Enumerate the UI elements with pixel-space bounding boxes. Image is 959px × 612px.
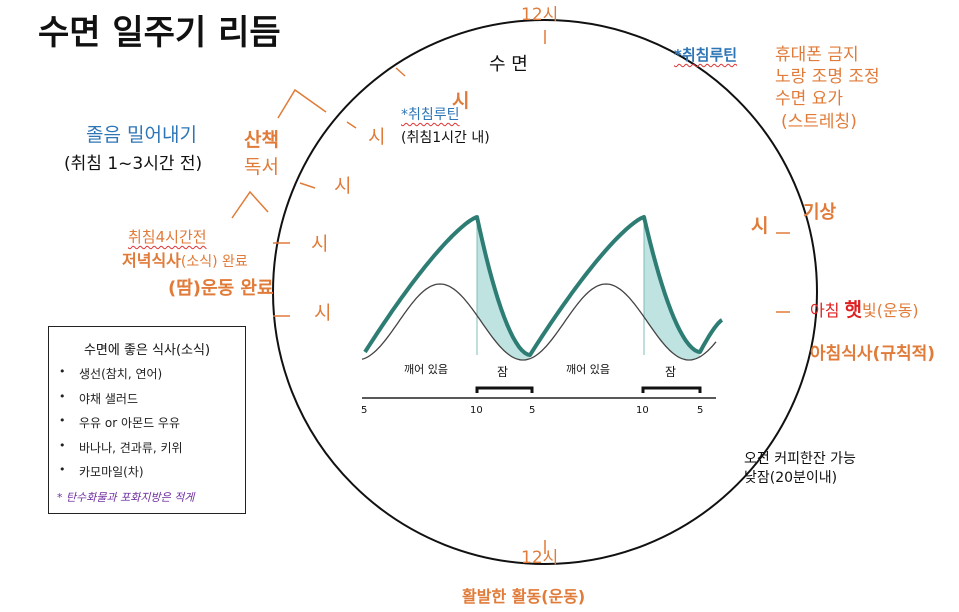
- sun-rest: 빛(운동): [862, 301, 919, 320]
- routine-item: 노랑 조명 조정: [775, 67, 880, 87]
- axis-tick-label: 5: [697, 405, 704, 416]
- food-box-note: * 탄수화물과 포화지방은 적게: [57, 491, 195, 504]
- delay-drowsiness-sub: (취침 1~3시간 전): [64, 154, 203, 174]
- sun-bold: 햇: [844, 299, 863, 321]
- dinner-bold: 저녁식사: [122, 251, 181, 270]
- dinner-time-label: 취침4시간전: [128, 228, 207, 246]
- bracket-dinner: [231, 190, 269, 219]
- coffee-label: 오전 커피한잔 가능: [744, 451, 856, 467]
- page-title: 수면 일주기 리듬: [38, 13, 281, 53]
- food-item: 야채 샐러드: [59, 390, 183, 415]
- sleep-label-2: 잠: [665, 365, 677, 379]
- clock-circle: [272, 19, 818, 565]
- tick-mark: [395, 67, 406, 77]
- sleep-bracket-1: [475, 386, 534, 393]
- center-routine-sub: (취침1시간 내): [401, 130, 490, 146]
- axis-tick-label: 5: [361, 405, 368, 416]
- food-list: 생선(참치, 연어) 야채 샐러드 우유 or 아몬드 우유 바나나, 견과류,…: [59, 365, 183, 488]
- hour-mark: 시: [334, 175, 352, 197]
- food-item: 바나나, 견과류, 키위: [59, 439, 183, 464]
- morning-sun-label: 아침 햇빛(운동): [810, 299, 919, 322]
- food-item: 우유 or 아몬드 우유: [59, 414, 183, 439]
- dinner-rest: (소식) 완료: [180, 254, 248, 270]
- awake-label-1: 깨어 있음: [404, 363, 448, 376]
- sleep-label-1: 잠: [497, 365, 509, 379]
- routine-item: (스트레칭): [781, 112, 857, 132]
- tick-mark: [346, 121, 357, 129]
- hour-mark: 시: [452, 90, 470, 112]
- hour-mark: 시: [314, 302, 332, 324]
- routine-item: 수면 요가: [775, 89, 843, 109]
- hour-mark: 시: [311, 233, 329, 255]
- read-label: 독서: [244, 156, 279, 178]
- bracket-walk: [277, 88, 327, 119]
- right-routine-label: *취침루틴: [674, 46, 738, 64]
- hour-mark: 시: [751, 215, 769, 237]
- sleep-area-2: [644, 217, 700, 360]
- sleep-bracket-2: [641, 386, 702, 393]
- delay-drowsiness-title: 졸음 밀어내기: [86, 124, 197, 146]
- sleep-area-1: [477, 217, 530, 360]
- clock-top-label: 12시: [521, 5, 559, 25]
- walk-label: 산책: [244, 129, 279, 151]
- food-item: 카모마일(차): [59, 463, 183, 488]
- circadian-wave: [361, 283, 717, 361]
- sleep-pressure-curve: [363, 215, 724, 357]
- food-box-title: 수면에 좋은 식사(소식): [83, 343, 211, 358]
- clock-bottom-label: 12시: [521, 548, 559, 568]
- food-box: 수면에 좋은 식사(소식) 생선(참치, 연어) 야채 샐러드 우유 or 아몬…: [48, 326, 246, 514]
- breakfast-label: 아침식사(규칙적): [810, 344, 936, 364]
- hour-mark: 시: [368, 126, 386, 148]
- exercise-label: (땀)운동 완료: [168, 278, 274, 299]
- tick-mark: [299, 182, 316, 189]
- axis-tick-label: 5: [529, 405, 536, 416]
- center-routine-label: *취침루틴: [401, 107, 460, 123]
- sun-prefix: 아침: [810, 301, 845, 320]
- dinner-label: 저녁식사(소식) 완료: [122, 251, 248, 270]
- axis-tick-label: 10: [636, 405, 649, 416]
- food-item: 생선(참치, 연어): [59, 365, 183, 390]
- circadian-graph: [361, 215, 724, 399]
- sleep-section-label: 수 면: [489, 54, 528, 75]
- axis-tick-label: 10: [470, 405, 483, 416]
- wake-label: 기상: [803, 202, 837, 223]
- activity-label: 활발한 활동(운동): [462, 587, 586, 606]
- nap-label: 낮잠(20분이내): [744, 470, 838, 486]
- awake-label-2: 깨어 있음: [566, 363, 610, 376]
- routine-item: 휴대폰 금지: [775, 45, 859, 65]
